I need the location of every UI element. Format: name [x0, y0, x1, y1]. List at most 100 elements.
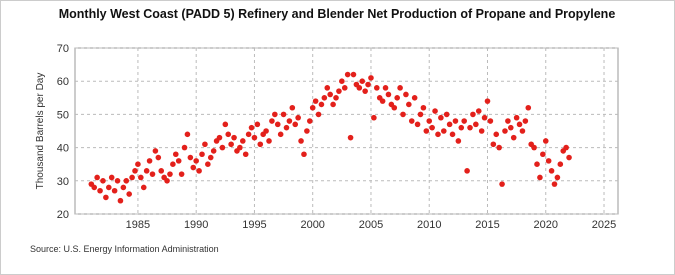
point	[269, 118, 275, 124]
point	[531, 144, 537, 151]
point	[475, 108, 482, 114]
point	[199, 151, 205, 158]
point	[263, 128, 269, 134]
point	[111, 187, 118, 194]
source-note: Source: U.S. Energy Information Administ…	[30, 244, 219, 254]
point	[91, 184, 98, 191]
point	[245, 131, 252, 138]
point	[167, 171, 173, 177]
point	[120, 184, 127, 191]
point	[175, 158, 182, 164]
point	[295, 114, 301, 121]
point	[379, 98, 386, 104]
point	[382, 85, 389, 91]
point	[414, 121, 421, 128]
point	[420, 104, 427, 111]
point	[408, 118, 415, 124]
point	[286, 118, 293, 124]
point	[400, 111, 406, 118]
point	[242, 151, 249, 158]
point	[505, 118, 511, 124]
point	[100, 178, 106, 184]
point	[225, 131, 232, 138]
point	[248, 124, 255, 131]
point	[519, 128, 526, 134]
point	[257, 141, 264, 148]
point	[251, 134, 258, 141]
point	[237, 144, 243, 151]
point	[254, 121, 261, 128]
point	[464, 168, 470, 174]
y-tick-label: 20	[57, 209, 69, 221]
point	[132, 168, 138, 174]
point	[126, 191, 132, 197]
point	[566, 154, 572, 161]
point	[341, 85, 348, 91]
point	[123, 178, 130, 184]
point	[540, 151, 546, 158]
point	[548, 168, 555, 174]
point	[228, 141, 234, 148]
point	[158, 168, 165, 174]
point	[394, 95, 400, 101]
point	[347, 134, 354, 141]
point	[344, 71, 351, 78]
point	[435, 131, 441, 138]
point	[467, 124, 473, 131]
point	[563, 144, 569, 151]
point	[513, 114, 520, 121]
point	[473, 121, 479, 128]
point	[138, 174, 144, 181]
point	[231, 134, 237, 141]
x-tick-label: 1995	[242, 219, 266, 231]
point	[170, 161, 176, 167]
y-tick-label: 70	[57, 43, 69, 55]
point	[272, 111, 278, 118]
point	[336, 88, 342, 94]
point	[333, 95, 339, 101]
point	[330, 101, 336, 108]
point	[534, 161, 540, 167]
point	[143, 168, 150, 174]
x-tick-label: 2010	[417, 219, 441, 231]
point	[417, 111, 424, 118]
point	[205, 161, 211, 167]
point	[525, 104, 532, 111]
point	[484, 98, 491, 104]
point	[312, 98, 319, 104]
point	[103, 194, 109, 201]
point	[359, 78, 366, 84]
point	[452, 118, 459, 124]
point	[545, 158, 552, 164]
point	[274, 121, 281, 128]
point	[411, 95, 418, 101]
point	[542, 138, 549, 144]
point	[440, 128, 447, 134]
point	[438, 114, 444, 121]
point	[301, 151, 307, 158]
y-tick-label: 40	[57, 143, 69, 155]
point	[371, 114, 377, 121]
point	[155, 154, 162, 161]
point	[455, 138, 462, 144]
point	[114, 178, 121, 184]
point	[280, 111, 287, 118]
point	[277, 131, 284, 138]
y-axis-label: Thousand Barrels per Day	[35, 73, 46, 190]
point	[356, 85, 363, 91]
point	[490, 141, 497, 148]
point	[350, 71, 357, 78]
point	[135, 161, 141, 167]
point	[152, 148, 159, 154]
point	[461, 118, 467, 124]
point	[207, 154, 214, 161]
point	[516, 121, 523, 128]
point	[499, 181, 505, 187]
point	[426, 118, 433, 124]
point	[97, 187, 103, 194]
point	[510, 134, 517, 141]
point	[403, 91, 409, 98]
point	[365, 81, 371, 88]
point	[289, 104, 296, 111]
